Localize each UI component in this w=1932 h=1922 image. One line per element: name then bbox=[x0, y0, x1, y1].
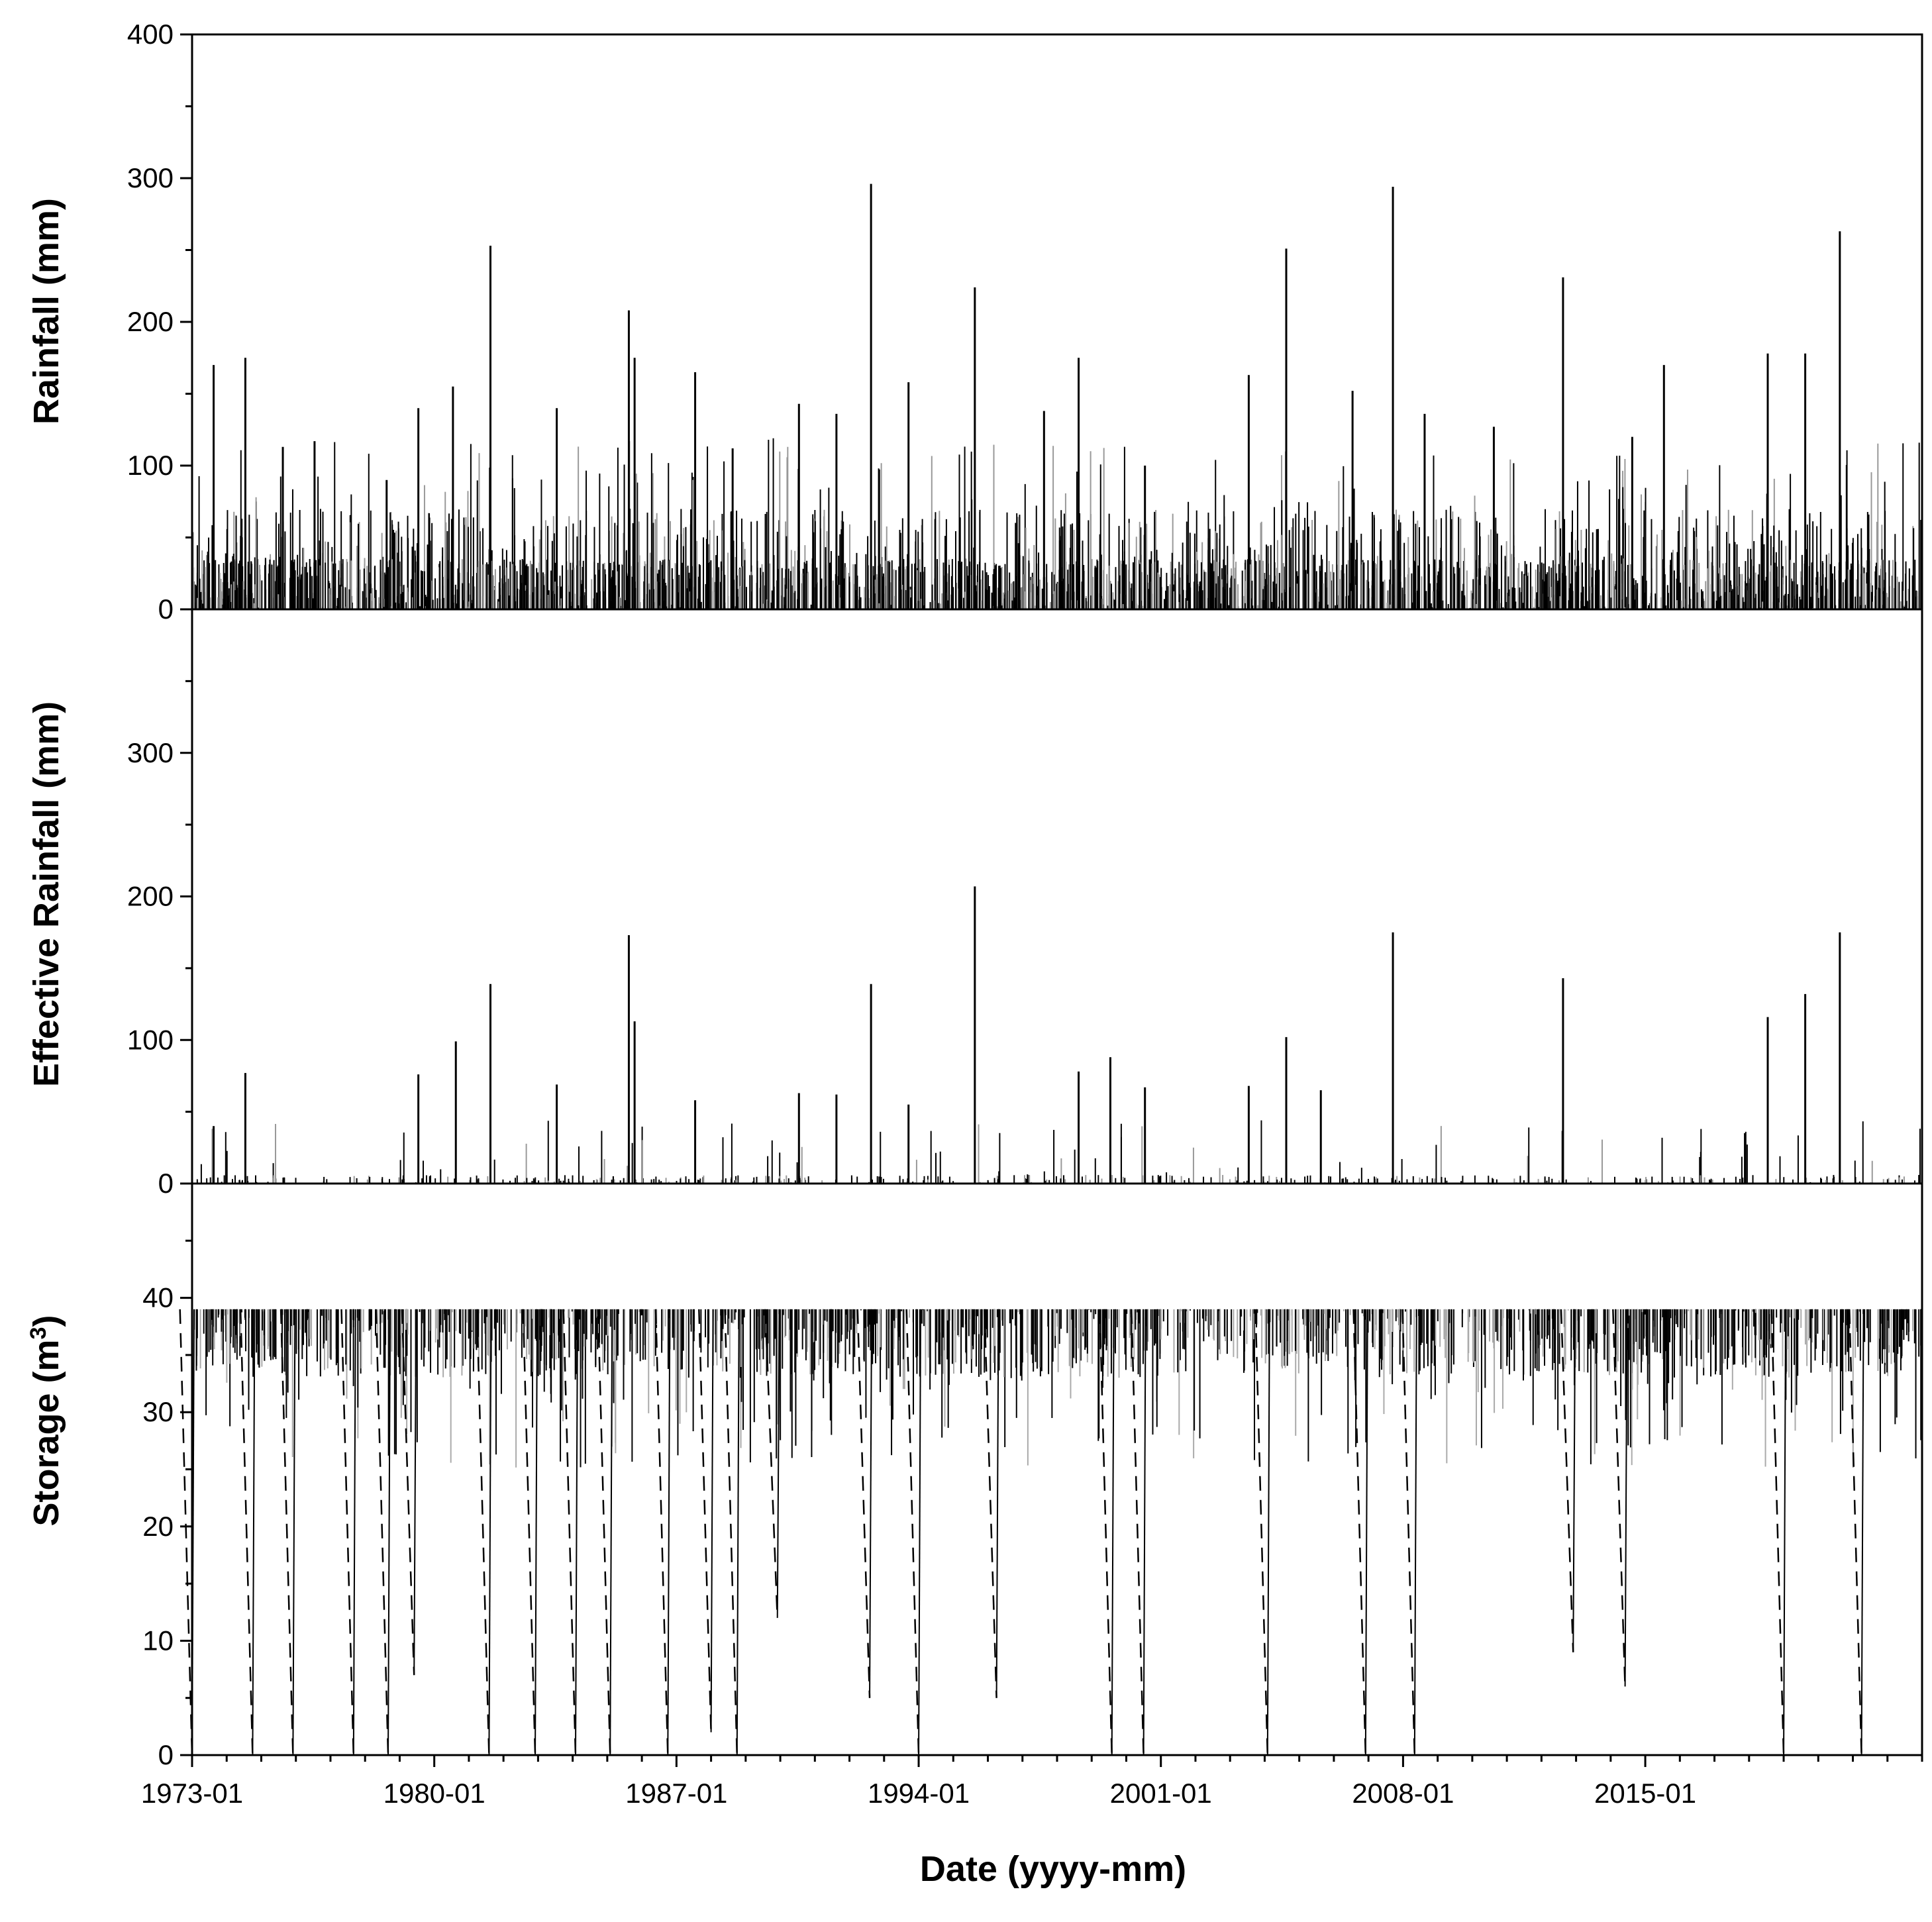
storage-drawdown bbox=[1352, 1309, 1367, 1756]
storage-recovery bbox=[736, 1309, 740, 1756]
storage-y-axis-title: Storage (m3) bbox=[26, 1315, 66, 1527]
x-tick-label: 1980-01 bbox=[383, 1778, 485, 1809]
x-tick-label: 1973-01 bbox=[141, 1778, 243, 1809]
storage-drawdown bbox=[375, 1309, 389, 1756]
storage-recovery bbox=[352, 1309, 356, 1756]
storage-recovery bbox=[413, 1309, 417, 1676]
storage-frame bbox=[191, 1182, 1923, 1756]
storage-drawdown bbox=[654, 1309, 669, 1756]
x-tick-label: 1987-01 bbox=[625, 1778, 727, 1809]
storage-drawdown bbox=[698, 1309, 712, 1733]
storage-recovery bbox=[1413, 1309, 1417, 1756]
rainfall-y-tick-label: 100 bbox=[127, 450, 174, 481]
storage-recovery bbox=[252, 1309, 256, 1756]
x-tick-label: 2015-01 bbox=[1594, 1778, 1696, 1809]
rainfall-y-tick-label: 0 bbox=[158, 593, 174, 625]
storage-recovery bbox=[488, 1309, 492, 1756]
effective_rainfall-y-tick-label: 300 bbox=[127, 737, 174, 768]
storage-drawdown bbox=[1131, 1309, 1144, 1756]
effective_rainfall-y-tick-label: 0 bbox=[158, 1168, 174, 1199]
storage-drawdown bbox=[476, 1309, 490, 1756]
storage-recovery bbox=[1783, 1309, 1787, 1756]
storage-drawdown bbox=[1849, 1309, 1862, 1756]
rainfall-y-tick-label: 200 bbox=[127, 306, 174, 337]
storage-recovery bbox=[574, 1309, 578, 1756]
storage-drawdown bbox=[1612, 1309, 1626, 1687]
storage-y-axis-title-superscript: 3 bbox=[26, 1327, 51, 1340]
storage-drawdown bbox=[522, 1309, 536, 1756]
effective_rainfall-y-tick-label: 200 bbox=[127, 881, 174, 912]
text-layer: Date (yyyy-mm) Rainfall (mm) Effective R… bbox=[26, 19, 1696, 1889]
storage-y-axis-title-suffix: ) bbox=[26, 1315, 66, 1327]
storage-drawdown bbox=[239, 1309, 254, 1756]
rainfall-series bbox=[191, 183, 1922, 609]
rainfall-y-tick-label: 300 bbox=[127, 162, 174, 193]
storage-drawdown bbox=[340, 1309, 355, 1756]
storage-drawdown bbox=[856, 1309, 871, 1698]
storage-series bbox=[179, 1309, 1923, 1756]
data-layer bbox=[179, 183, 1923, 1756]
x-tick-label: 1994-01 bbox=[868, 1778, 970, 1809]
rainfall-y-axis-title: Rainfall (mm) bbox=[26, 198, 66, 425]
storage-recovery bbox=[776, 1309, 780, 1618]
x-axis-title: Date (yyyy-mm) bbox=[920, 1849, 1186, 1889]
storage-y-tick-label: 30 bbox=[142, 1396, 174, 1427]
storage-drawdown bbox=[1401, 1309, 1416, 1756]
storage-recovery bbox=[387, 1309, 391, 1756]
effective-rainfall-y-axis-title: Effective Rainfall (mm) bbox=[26, 701, 66, 1087]
storage-drawdown bbox=[1560, 1309, 1574, 1652]
storage-drawdown bbox=[764, 1309, 778, 1618]
effective_rainfall-y-tick-label: 100 bbox=[127, 1024, 174, 1055]
x-tick-label: 2001-01 bbox=[1110, 1778, 1212, 1809]
storage-drawdown bbox=[905, 1309, 920, 1756]
effective_rainfall-series bbox=[196, 886, 1921, 1184]
storage-recovery bbox=[710, 1309, 714, 1733]
storage-drawdown bbox=[1254, 1309, 1269, 1756]
storage-drawdown bbox=[984, 1309, 997, 1698]
storage-recovery bbox=[918, 1309, 922, 1756]
storage-drawdown bbox=[1770, 1309, 1785, 1756]
storage-y-tick-label: 40 bbox=[142, 1282, 174, 1313]
storage-recovery bbox=[1266, 1309, 1270, 1756]
storage-drawdown bbox=[597, 1309, 611, 1756]
storage-drawdown bbox=[724, 1309, 738, 1756]
storage-recovery bbox=[292, 1309, 296, 1756]
storage-recovery bbox=[1624, 1309, 1628, 1687]
storage-y-tick-label: 10 bbox=[142, 1625, 174, 1656]
axes-layer bbox=[180, 33, 1923, 1767]
storage-recovery bbox=[995, 1309, 999, 1698]
storage-recovery bbox=[1860, 1309, 1864, 1756]
storage-recovery bbox=[534, 1309, 538, 1756]
storage-recovery bbox=[609, 1309, 613, 1756]
storage-recovery bbox=[667, 1309, 671, 1756]
storage-drawdown bbox=[562, 1309, 577, 1756]
storage-y-axis-title-main: Storage (m bbox=[26, 1339, 66, 1526]
storage-drawdown bbox=[1099, 1309, 1113, 1756]
storage-recovery bbox=[1364, 1309, 1368, 1756]
storage-y-tick-label: 0 bbox=[158, 1739, 174, 1770]
storage-recovery bbox=[869, 1309, 873, 1698]
effective_rainfall-frame bbox=[191, 608, 1923, 1185]
storage-drawdown bbox=[179, 1309, 193, 1756]
storage-recovery bbox=[1143, 1309, 1146, 1756]
storage-y-tick-label: 20 bbox=[142, 1511, 174, 1542]
x-tick-label: 2008-01 bbox=[1352, 1778, 1454, 1809]
rainfall-y-tick-label: 400 bbox=[127, 19, 174, 50]
storage-drawdown bbox=[280, 1309, 294, 1756]
storage-recovery bbox=[1572, 1309, 1576, 1652]
storage-recovery bbox=[1111, 1309, 1115, 1756]
storage-drawdown bbox=[401, 1309, 415, 1676]
